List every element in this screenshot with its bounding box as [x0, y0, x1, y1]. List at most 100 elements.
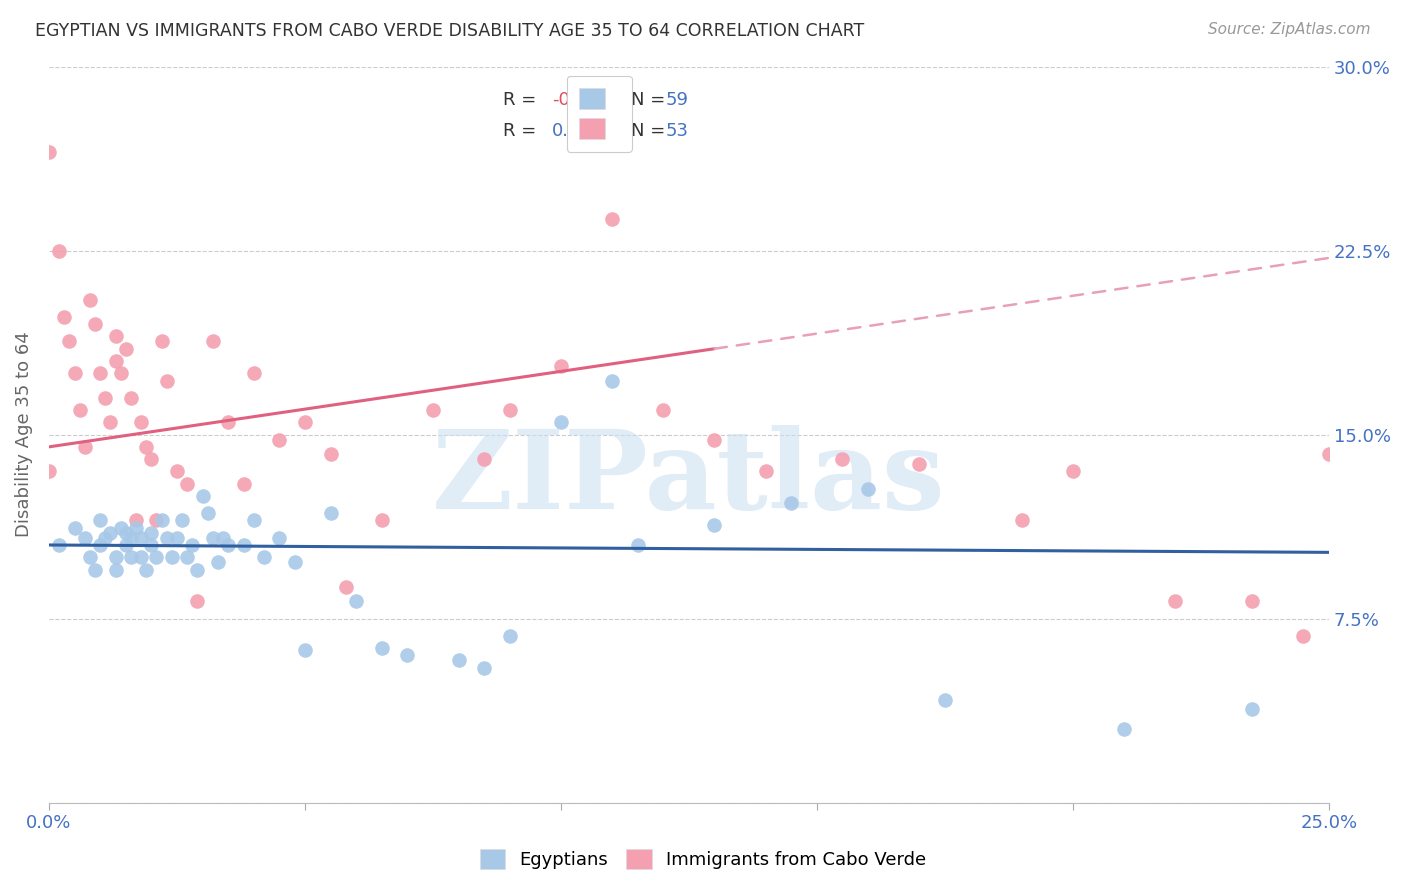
Point [63, 366, 86, 380]
Point [94, 531, 117, 545]
Point [125, 513, 148, 527]
Point [600, 374, 623, 388]
Point [652, 403, 675, 417]
Text: R =: R = [503, 122, 548, 140]
Point [84, 562, 107, 576]
Point [104, 329, 127, 343]
Point [150, 513, 173, 527]
Point [217, 538, 239, 552]
Point [104, 550, 127, 565]
Point [1062, 464, 1084, 478]
Point [499, 629, 522, 643]
Point [447, 653, 470, 667]
Point [201, 531, 224, 545]
Point [129, 531, 152, 545]
Legend: , : , [567, 76, 631, 152]
Point [181, 538, 204, 552]
Point [472, 661, 495, 675]
Point [100, 415, 122, 429]
Point [186, 594, 208, 608]
Text: R =: R = [503, 91, 543, 109]
Point [89, 366, 111, 380]
Point [170, 513, 193, 527]
Point [344, 594, 367, 608]
Point [242, 513, 264, 527]
Point [284, 555, 307, 569]
Point [422, 403, 444, 417]
Point [160, 550, 183, 565]
Point [755, 464, 778, 478]
Point [176, 550, 198, 565]
Point [156, 531, 179, 545]
Point [114, 525, 136, 540]
Text: 59: 59 [666, 91, 689, 109]
Point [48, 244, 70, 258]
Point [1112, 722, 1135, 736]
Point [550, 415, 572, 429]
Point [335, 580, 357, 594]
Point [110, 366, 132, 380]
Point [114, 538, 136, 552]
Point [129, 550, 152, 565]
Point [242, 366, 264, 380]
Point [396, 648, 419, 663]
Point [269, 433, 291, 447]
Point [1164, 594, 1187, 608]
Point [472, 452, 495, 467]
Point [166, 531, 188, 545]
Point [79, 550, 101, 565]
Point [48, 538, 70, 552]
Point [94, 391, 117, 405]
Point [370, 513, 392, 527]
Text: 0.179: 0.179 [553, 122, 603, 140]
Point [125, 521, 148, 535]
Text: N =: N = [631, 91, 671, 109]
Text: 53: 53 [666, 122, 689, 140]
Text: EGYPTIAN VS IMMIGRANTS FROM CABO VERDE DISABILITY AGE 35 TO 64 CORRELATION CHART: EGYPTIAN VS IMMIGRANTS FROM CABO VERDE D… [35, 22, 865, 40]
Point [73, 531, 96, 545]
Text: N =: N = [631, 122, 671, 140]
Point [253, 550, 276, 565]
Point [69, 403, 91, 417]
Point [38, 464, 60, 478]
Point [934, 692, 956, 706]
Point [104, 562, 127, 576]
Point [703, 433, 725, 447]
Y-axis label: Disability Age 35 to 64: Disability Age 35 to 64 [15, 332, 32, 538]
Point [73, 440, 96, 454]
Point [129, 415, 152, 429]
Point [145, 550, 167, 565]
Point [1011, 513, 1033, 527]
Point [1292, 629, 1315, 643]
Point [89, 538, 111, 552]
Point [1240, 702, 1263, 716]
Point [186, 562, 208, 576]
Point [110, 521, 132, 535]
Point [38, 145, 60, 160]
Point [319, 447, 342, 461]
Point [1317, 447, 1340, 461]
Point [1240, 594, 1263, 608]
Text: -0.023: -0.023 [553, 91, 610, 109]
Point [201, 334, 224, 349]
Point [197, 506, 219, 520]
Point [319, 506, 342, 520]
Point [269, 531, 291, 545]
Point [89, 513, 111, 527]
Point [120, 550, 142, 565]
Point [370, 640, 392, 655]
Point [120, 531, 142, 545]
Point [104, 354, 127, 368]
Point [232, 538, 254, 552]
Point [141, 525, 163, 540]
Text: ZIPatlas: ZIPatlas [432, 425, 946, 533]
Point [550, 359, 572, 373]
Point [100, 525, 122, 540]
Point [141, 538, 163, 552]
Legend: Egyptians, Immigrants from Cabo Verde: Egyptians, Immigrants from Cabo Verde [471, 839, 935, 879]
Point [703, 518, 725, 533]
Point [63, 521, 86, 535]
Point [232, 476, 254, 491]
Point [135, 562, 157, 576]
Point [217, 415, 239, 429]
